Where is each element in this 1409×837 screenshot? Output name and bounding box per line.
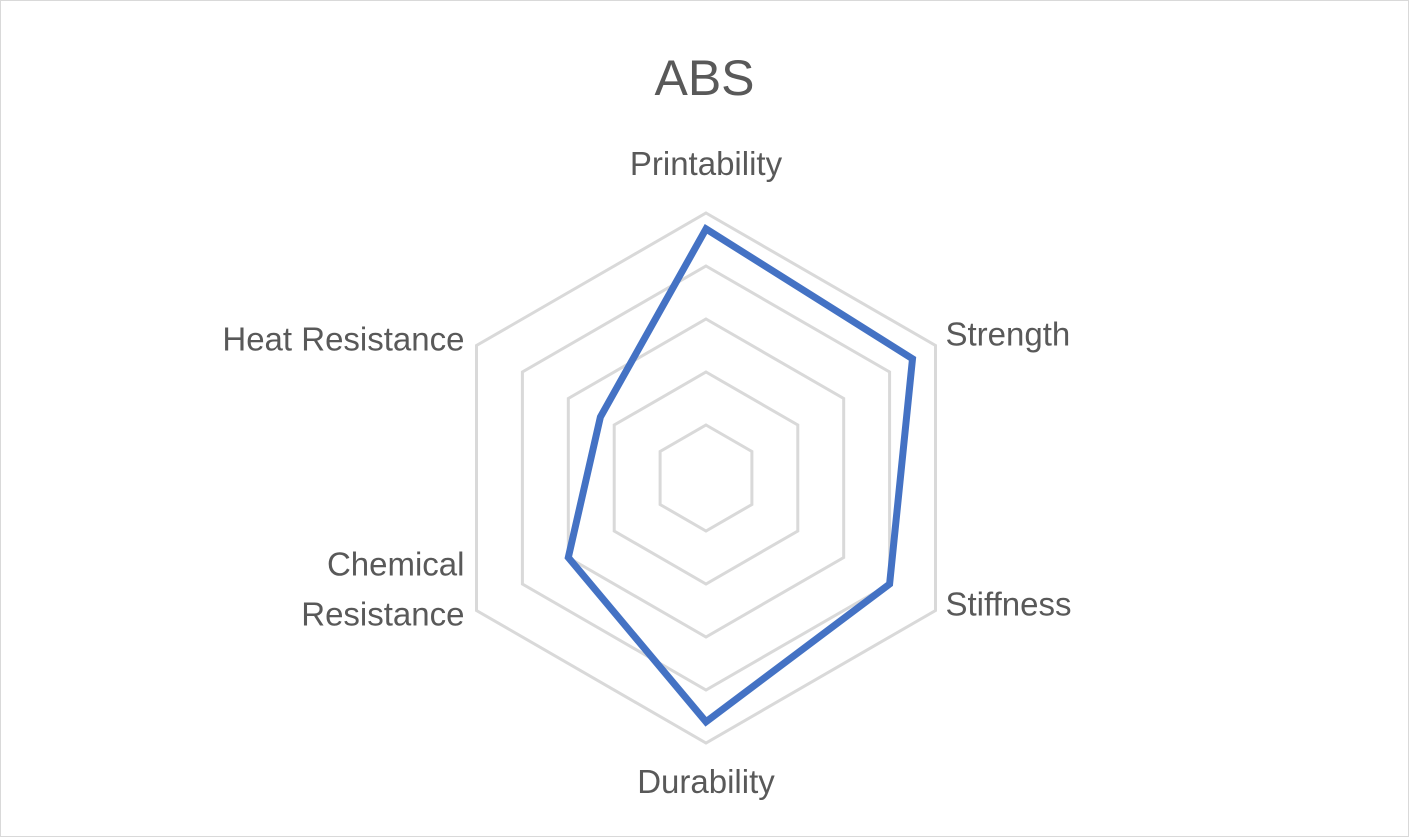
series-layer (564, 223, 917, 727)
category-label-5-line-2: Resistance (301, 596, 464, 633)
series-line-1 (564, 223, 917, 727)
grid-ring-3 (566, 317, 846, 639)
category-label-1: Printability (630, 145, 783, 182)
chart-title: ABS (654, 50, 755, 106)
grid-ring-1 (658, 423, 754, 533)
category-label-2: Strength (946, 316, 1071, 353)
category-label-4: Durability (637, 763, 775, 800)
grid-ring-5 (475, 211, 937, 745)
grid-rings (475, 211, 937, 745)
category-label-5-line-1: Chemical (327, 546, 465, 583)
grid-ring-2 (612, 370, 800, 586)
grid-ring-4 (520, 264, 892, 692)
category-label-3: Stiffness (946, 586, 1072, 623)
category-labels: Printability Strength Stiffness Durability C… (222, 145, 1071, 800)
category-label-6: Heat Resistance (222, 321, 464, 358)
